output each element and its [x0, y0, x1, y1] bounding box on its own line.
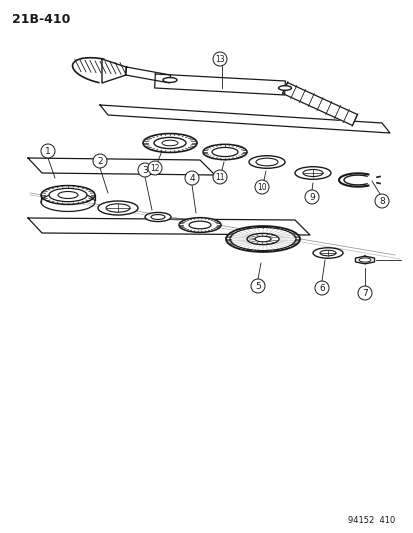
- Text: 12: 12: [150, 164, 159, 173]
- Text: 2: 2: [97, 157, 102, 166]
- Text: 9: 9: [309, 192, 314, 201]
- Polygon shape: [125, 67, 170, 83]
- Ellipse shape: [254, 236, 271, 242]
- Ellipse shape: [58, 191, 78, 198]
- Text: 10: 10: [256, 182, 266, 191]
- Ellipse shape: [312, 248, 342, 259]
- Ellipse shape: [319, 250, 335, 256]
- Ellipse shape: [230, 228, 295, 251]
- Ellipse shape: [254, 180, 268, 194]
- Text: 94152  410: 94152 410: [347, 516, 394, 525]
- Ellipse shape: [151, 215, 165, 220]
- Ellipse shape: [93, 154, 107, 168]
- Ellipse shape: [154, 138, 185, 149]
- Polygon shape: [154, 74, 285, 95]
- Polygon shape: [28, 158, 214, 175]
- Ellipse shape: [202, 144, 247, 160]
- Ellipse shape: [147, 161, 161, 175]
- Ellipse shape: [178, 217, 221, 232]
- Ellipse shape: [145, 213, 171, 222]
- Polygon shape: [355, 256, 374, 264]
- Text: 8: 8: [378, 197, 384, 206]
- Ellipse shape: [106, 204, 130, 212]
- Ellipse shape: [98, 201, 138, 215]
- Text: 13: 13: [215, 54, 224, 63]
- Ellipse shape: [189, 221, 211, 229]
- Polygon shape: [282, 83, 357, 125]
- Ellipse shape: [212, 52, 226, 66]
- Text: 11: 11: [215, 173, 224, 182]
- Ellipse shape: [357, 286, 371, 300]
- Polygon shape: [28, 218, 309, 235]
- Polygon shape: [100, 105, 389, 133]
- Ellipse shape: [41, 144, 55, 158]
- Ellipse shape: [374, 194, 388, 208]
- Text: 3: 3: [142, 166, 147, 174]
- Text: 7: 7: [361, 288, 367, 297]
- Ellipse shape: [294, 167, 330, 179]
- Text: 4: 4: [189, 174, 195, 182]
- Ellipse shape: [250, 279, 264, 293]
- Ellipse shape: [278, 86, 291, 90]
- Ellipse shape: [185, 171, 199, 185]
- Ellipse shape: [161, 140, 178, 146]
- Ellipse shape: [138, 163, 152, 177]
- Text: 21B-410: 21B-410: [12, 13, 70, 26]
- Ellipse shape: [358, 258, 370, 262]
- Ellipse shape: [211, 148, 237, 157]
- Ellipse shape: [41, 185, 95, 205]
- Ellipse shape: [304, 190, 318, 204]
- Ellipse shape: [49, 188, 87, 201]
- Ellipse shape: [255, 158, 277, 166]
- Ellipse shape: [248, 156, 284, 168]
- Ellipse shape: [163, 77, 177, 83]
- Text: 1: 1: [45, 147, 51, 156]
- Ellipse shape: [212, 170, 226, 184]
- Ellipse shape: [302, 169, 322, 176]
- Polygon shape: [102, 59, 126, 83]
- Ellipse shape: [247, 233, 278, 245]
- Ellipse shape: [314, 281, 328, 295]
- Text: 6: 6: [318, 284, 324, 293]
- Ellipse shape: [225, 226, 299, 252]
- Text: 5: 5: [254, 281, 260, 290]
- Ellipse shape: [142, 134, 197, 152]
